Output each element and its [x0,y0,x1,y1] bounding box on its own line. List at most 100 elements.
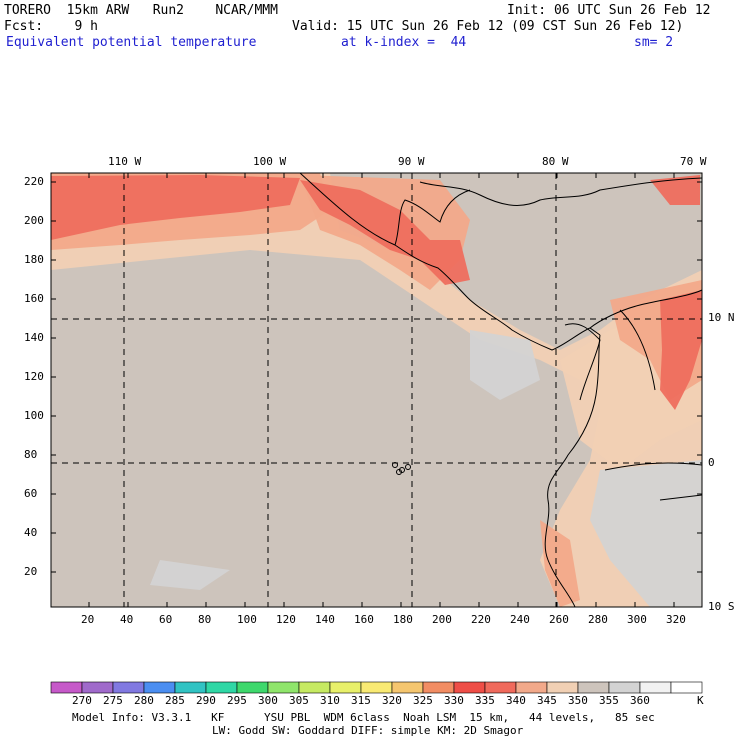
coastline [419,177,703,206]
island [396,469,402,475]
valid-time: Valid: 15 UTC Sun 26 Feb 12 (09 CST Sun … [292,19,684,34]
colorbar-swatch [174,681,207,694]
colorbar-swatch [515,681,548,694]
y-tick-label: 140 [24,331,44,344]
colorbar-swatch [205,681,238,694]
colorbar-swatch [298,681,331,694]
x-tick-label: 100 [237,613,257,626]
coastline [619,309,656,391]
top-lon-label: 80 W [542,155,569,168]
top-lon-label: 90 W [398,155,425,168]
colorbar-label: 360 [630,694,650,707]
init-time: Init: 06 UTC Sun 26 Feb 12 [507,3,711,18]
colorbar-label: 335 [475,694,495,707]
smoothing-label: sm= 2 [634,35,674,50]
coastline [589,289,703,329]
colorbar-swatch [453,681,486,694]
coastline [659,494,703,501]
field-region-grey [470,330,540,400]
colorbar-swatch [236,681,269,694]
colorbar-swatch [484,681,517,694]
top-lon-label: 70 W [680,155,707,168]
x-tick-label: 260 [549,613,569,626]
colorbar-label: 305 [289,694,309,707]
right-lat-label: 10 S [708,600,735,613]
y-tick-label: 180 [24,253,44,266]
colorbar-swatch [422,681,455,694]
top-lon-label: 110 W [108,155,142,168]
field-region-warm3 [51,175,300,240]
colorbar-label: 285 [165,694,185,707]
colorbar-swatch [81,681,114,694]
x-tick-label: 140 [315,613,335,626]
right-lat-label: 10 N [708,311,735,324]
colorbar-swatch [608,681,641,694]
colorbar-unit: K [697,694,704,707]
map-frame [50,172,703,608]
coastlines [299,172,703,608]
forecast-hour: Fcst: 9 h [4,19,98,34]
field-name: Equivalent potential temperature [6,35,257,50]
y-tick-label: 220 [24,175,44,188]
y-tick-label: 40 [24,526,38,539]
field-region-warm2 [540,520,580,607]
x-tick-label: 300 [627,613,647,626]
y-tick-label: 160 [24,292,44,305]
y-tick-label: 100 [24,409,44,422]
model-title: TORERO 15km ARW Run2 NCAR/MMM [4,3,278,18]
y-tick-label: 60 [24,487,38,500]
lat-lon-grid [51,173,702,607]
field-region-grey [590,460,702,607]
colorbar-label: 345 [537,694,557,707]
coastline [604,462,703,471]
colorbar-swatch [267,681,300,694]
y-tick-label: 80 [24,448,38,461]
field-region-warm3 [660,290,702,410]
colorbar-label: 310 [320,694,340,707]
coastline [299,172,601,351]
colorbar-swatch [670,681,703,694]
level-label: at k-index = 44 [341,35,467,50]
x-tick-label: 120 [276,613,296,626]
colorbar-swatch [639,681,672,694]
colorbar-swatch [391,681,424,694]
colorbar-label: 350 [568,694,588,707]
top-lon-label: 100 W [253,155,287,168]
colorbar-label: 295 [227,694,247,707]
colorbar-label: 330 [444,694,464,707]
right-lat-label: 0 [708,456,715,469]
colorbar-label: 340 [506,694,526,707]
colorbar-swatch [143,681,176,694]
y-tick-label: 200 [24,214,44,227]
island [405,464,411,470]
x-tick-label: 160 [354,613,374,626]
colorbar-label: 290 [196,694,216,707]
coastline [564,323,601,401]
axis-ticks [51,173,702,607]
colorbar-swatch [329,681,362,694]
field-region-warm3 [300,180,470,285]
colorbar-swatch [360,681,393,694]
x-tick-label: 20 [81,613,95,626]
x-tick-label: 180 [393,613,413,626]
x-tick-label: 80 [198,613,212,626]
colorbar-label: 280 [134,694,154,707]
colorbar-label: 320 [382,694,402,707]
x-tick-label: 280 [588,613,608,626]
colorbar-label: 315 [351,694,371,707]
field-region-warm3 [650,175,700,205]
x-tick-label: 40 [120,613,134,626]
colorbar-label: 325 [413,694,433,707]
colorbar-swatch [577,681,610,694]
physics-info: LW: Godd SW: Goddard DIFF: simple KM: 2D… [212,724,524,737]
y-tick-label: 20 [24,565,38,578]
field-region-grey [150,560,230,590]
model-info: Model Info: V3.3.1 KF YSU PBL WDM 6class… [72,711,655,724]
colorbar-swatch [50,681,83,694]
colorbar-swatch [112,681,145,694]
coastline [544,334,601,608]
x-tick-label: 60 [159,613,173,626]
x-tick-label: 240 [510,613,530,626]
